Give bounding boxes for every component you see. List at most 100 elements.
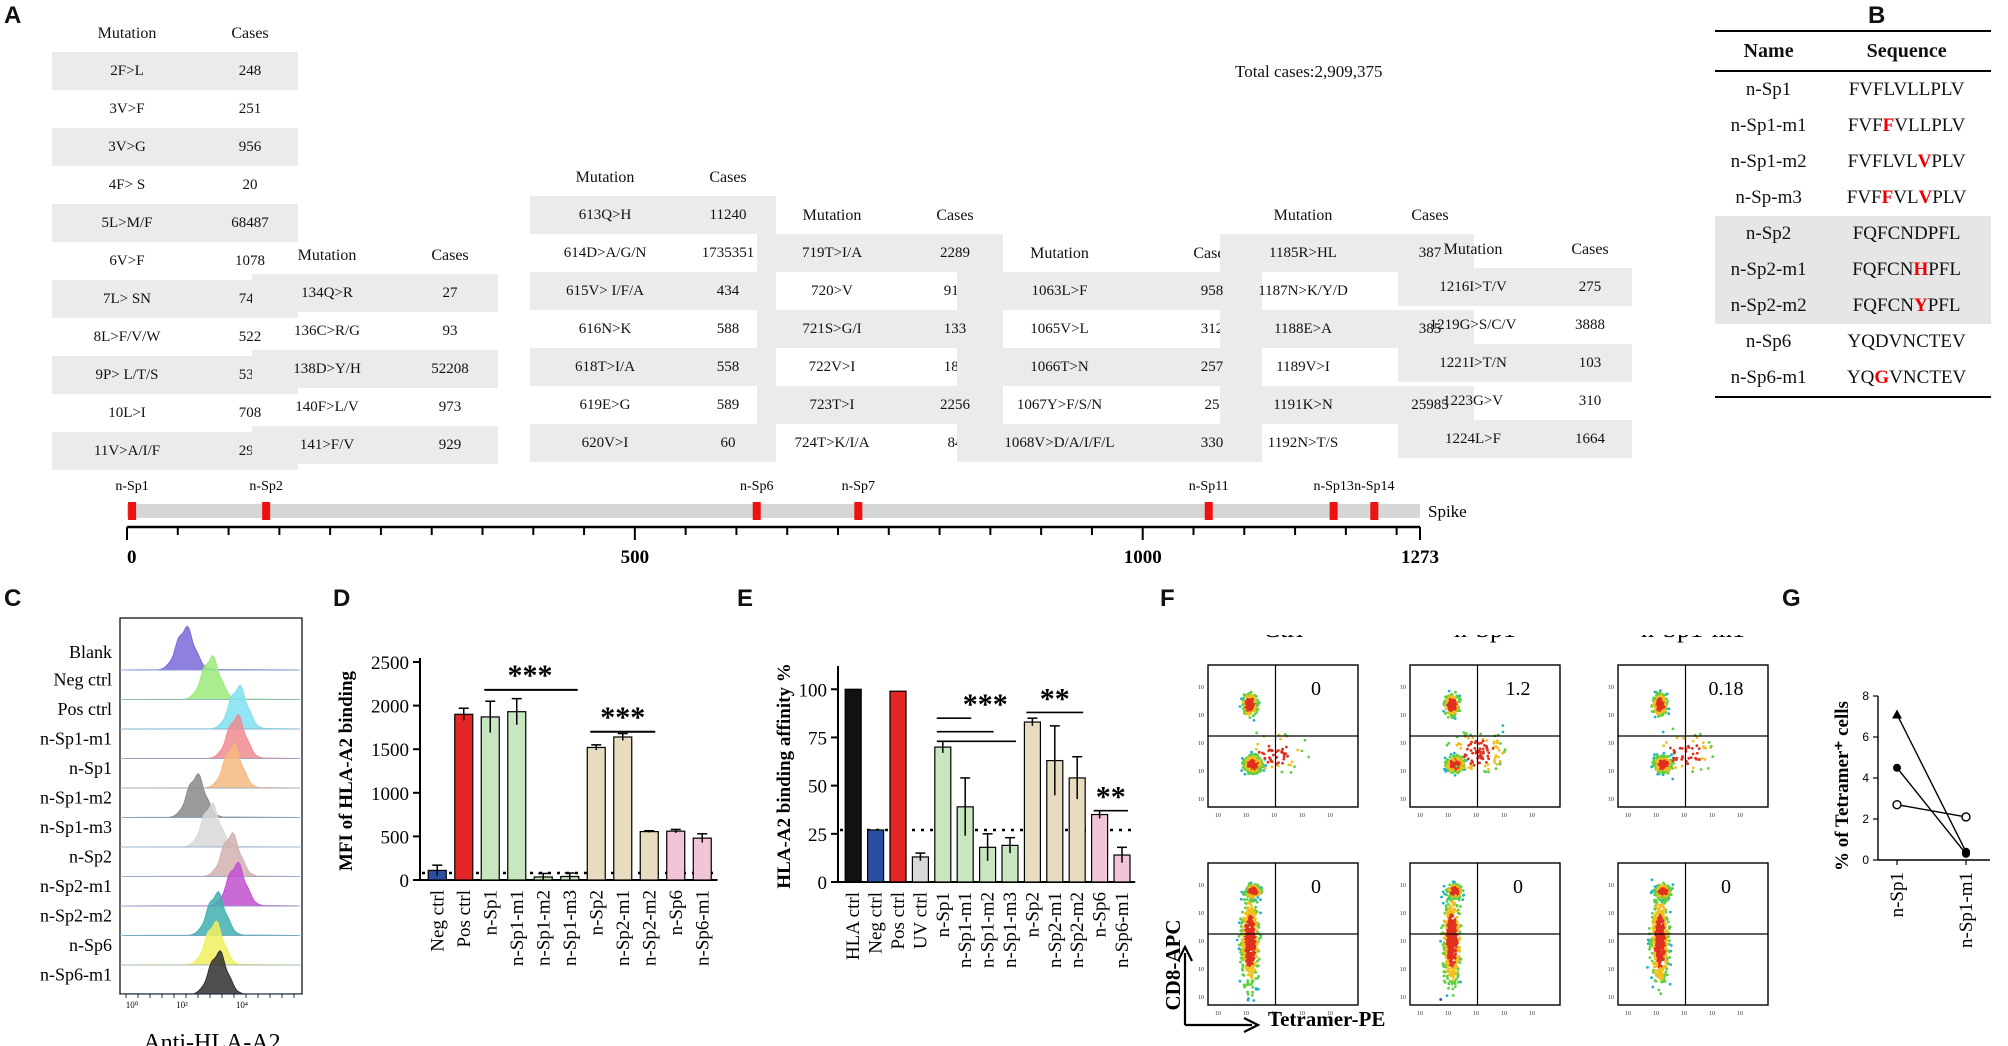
- table-row: 1221I>T/N 103: [1398, 344, 1632, 382]
- mutation-cell: 1224L>F: [1398, 420, 1548, 458]
- table-row: 719T>I/A 2289: [757, 234, 1003, 272]
- sequence-row: n-Sp2-m1 FQFCNHPFL: [1715, 252, 1991, 288]
- cases-cell: 312: [1200, 320, 1224, 337]
- sequence-header: Sequence: [1822, 30, 1991, 72]
- x-tick-label: HLA ctrl: [843, 892, 864, 960]
- mutation-cell: 722V>I: [808, 358, 856, 375]
- mutation-cell: 3V>F: [109, 100, 145, 117]
- peptide-marker: [1370, 502, 1379, 520]
- svg-text:10: 10: [1608, 797, 1614, 803]
- series-line: [1896, 803, 1967, 818]
- tetramer-axis-label: Tetramer-PE: [1268, 1007, 1385, 1031]
- cases-header: Cases: [231, 25, 269, 42]
- mutation-table: Mutation Cases 719T>I/A 2289 720>V 915 721S>G/…: [757, 198, 1003, 462]
- mutation-cell: 614D>A/G/N: [563, 244, 647, 261]
- histogram-peak: [123, 802, 299, 848]
- x-tick-label: n-Sp2-m2: [1067, 892, 1088, 968]
- table-row: 5L>M/F 68487: [52, 204, 298, 242]
- mutation-table: Mutation Cases 1063L>F 958 1065V>L 312 1066T>N…: [957, 236, 1262, 462]
- x-tick-label: n-Sp2: [1022, 892, 1043, 937]
- mutation-header: Mutation: [575, 169, 635, 186]
- table-row: 8L>F/V/W 522: [52, 318, 298, 356]
- table-row: 2F>L 248: [52, 52, 298, 90]
- mutation-header: Mutation: [1030, 245, 1089, 262]
- dot-plot: 0 10 10 10 10 10 10 10 10 10 10: [1400, 862, 1561, 1017]
- x-tick-label: Neg ctrl: [866, 892, 887, 954]
- histogram-label: n-Sp2-m1: [40, 876, 112, 896]
- y-tick-label: 500: [381, 827, 410, 848]
- panel-letter-b: B: [1868, 2, 1886, 29]
- bar: [480, 716, 500, 881]
- svg-text:10: 10: [1198, 911, 1204, 917]
- histogram-peak: [123, 920, 299, 966]
- peptide-sequence: FQFCNDPFL: [1822, 216, 1991, 252]
- cases-cell: 1664: [1548, 420, 1632, 458]
- x-tick-label: UV ctrl: [910, 892, 931, 949]
- svg-text:10: 10: [1653, 813, 1659, 819]
- svg-text:10: 10: [1417, 813, 1423, 819]
- mutation-cell: 6V>F: [109, 252, 145, 269]
- mutation-cell: 1219G>S/C/V: [1429, 316, 1517, 333]
- svg-text:10: 10: [1625, 1011, 1631, 1017]
- total-cases: Total cases:2,909,375: [1235, 62, 1383, 81]
- table-row: 141>F/V 929: [252, 426, 498, 464]
- svg-text:10: 10: [1608, 883, 1614, 889]
- peptide-name: n-Sp1: [1745, 79, 1792, 100]
- mutation-cell: 7L> SN: [52, 280, 202, 318]
- peptide-name: n-Sp2: [1715, 216, 1823, 252]
- table-row: 134Q>R 27: [252, 274, 498, 312]
- mutation-cell: 1066T>N: [957, 348, 1162, 386]
- mfi-bar-chart: 0 500 1000 1500 2000 2500 MFI of HLA-A2 bindin…: [336, 653, 718, 966]
- svg-text:10: 10: [1400, 967, 1406, 973]
- dotplot-column-title: n-Sp1-m1: [1641, 635, 1745, 643]
- cases-cell: 133: [907, 310, 1003, 348]
- panel-letter-f: F: [1160, 585, 1175, 612]
- mutation-cell: 4F> S: [108, 176, 146, 193]
- svg-text:10: 10: [1243, 813, 1249, 819]
- mutation-table: Mutation Cases 134Q>R 27 136C>R/G 93 138D>Y/H 5…: [252, 238, 498, 464]
- y-tick-label: 2000: [371, 697, 409, 718]
- svg-text:10: 10: [1271, 1011, 1277, 1017]
- cases-cell: 93: [442, 322, 458, 339]
- svg-text:10: 10: [1608, 995, 1614, 1001]
- cases-cell: 708: [238, 404, 262, 421]
- cases-cell: 385: [1386, 310, 1474, 348]
- histogram-label: n-Sp1-m1: [40, 729, 112, 749]
- svg-text:10: 10: [1681, 1011, 1687, 1017]
- cases-cell: 956: [202, 128, 298, 166]
- data-point: [1892, 799, 1902, 810]
- spike-tick-label: 1000: [1124, 547, 1162, 568]
- sequence-row: n-Sp1 FVFLVLLPLV: [1715, 71, 1991, 108]
- table-row: 138D>Y/H 52208: [252, 350, 498, 388]
- facs-dot-plots: Ctrln-Sp1n-Sp1-m10101010101010101010101.…: [1161, 635, 1769, 1033]
- table-row: 1063L>F 958: [957, 272, 1262, 310]
- x-tick-label: n-Sp1-m2: [533, 890, 554, 966]
- svg-text:10: 10: [1737, 813, 1743, 819]
- table-row: 3V>G 956: [52, 128, 298, 166]
- data-point: [1892, 709, 1902, 719]
- svg-text:10: 10: [1400, 713, 1406, 719]
- svg-text:10: 10: [1473, 1011, 1479, 1017]
- table-row: 1067Y>F/S/N 25: [957, 386, 1262, 424]
- peptide-sequence: FVFLVLLPLV: [1848, 79, 1965, 100]
- sequence-row: n-Sp1-m1 FVFFVLLPLV: [1715, 108, 1991, 144]
- svg-text:10: 10: [1198, 883, 1204, 889]
- peptide-sequence: FVFFVLVPLV: [1846, 187, 1967, 208]
- mutation-cell: 3V>G: [52, 128, 202, 166]
- cases-cell: 589: [716, 396, 740, 413]
- spike-tick-label: 0: [127, 547, 137, 568]
- mutation-cell: 8L>F/V/W: [93, 328, 161, 345]
- svg-text:10: 10: [1299, 813, 1305, 819]
- svg-text:10: 10: [1608, 769, 1614, 775]
- cases-cell: 20: [242, 176, 258, 193]
- table-row: 618T>I/A 558: [530, 348, 776, 386]
- table-row: 1216I>T/V 275: [1398, 268, 1632, 306]
- mutation-cell: 1187N>K/Y/D: [1258, 282, 1348, 299]
- cases-header: Cases: [709, 169, 747, 186]
- svg-text:10: 10: [1737, 1011, 1743, 1017]
- svg-text:10: 10: [1400, 911, 1406, 917]
- svg-text:10: 10: [1327, 1011, 1333, 1017]
- mutation-cell: 723T>I: [757, 386, 907, 424]
- cases-cell: 522: [238, 328, 262, 345]
- svg-text:10: 10: [1400, 995, 1406, 1001]
